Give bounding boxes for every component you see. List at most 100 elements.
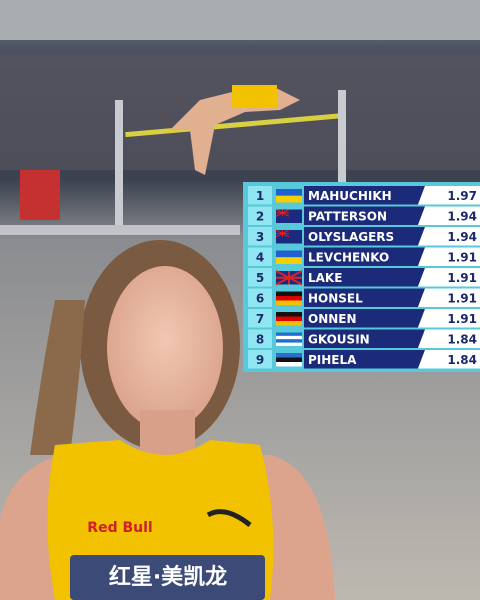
mark-box (418, 309, 480, 328)
athlete-name: HONSEL (308, 291, 363, 305)
mark: 1.97 (447, 189, 477, 203)
mark: 1.91 (447, 271, 477, 285)
flag (276, 353, 302, 358)
flag (275, 229, 290, 238)
flag (276, 296, 302, 301)
flag (276, 339, 302, 343)
rank-box (248, 350, 272, 369)
rank: 8 (256, 332, 264, 346)
rank-box (248, 186, 272, 205)
neck (140, 410, 195, 460)
athlete-name: MAHUCHIKH (308, 189, 392, 203)
flag (276, 250, 302, 258)
flag (276, 321, 302, 326)
scoreboard-row: 2 PATTERSON 1.94 (248, 206, 480, 225)
mark-box (418, 268, 480, 287)
jumper (170, 85, 300, 175)
mark: 1.94 (447, 230, 477, 244)
rank-box (248, 309, 272, 328)
flag (276, 335, 302, 340)
mark: 1.91 (447, 291, 477, 305)
athlete-name: GKOUSIN (308, 332, 370, 346)
scoreboard-row: 7 ONNEN 1.91 (248, 309, 480, 328)
flag (275, 209, 290, 217)
mark: 1.94 (447, 209, 477, 223)
flag (276, 300, 302, 305)
high-jump-bar (125, 113, 340, 138)
mark-box (418, 227, 480, 246)
athlete-name: PIHELA (308, 353, 357, 367)
upright (115, 100, 123, 225)
flag (276, 342, 302, 346)
rank: 4 (256, 250, 264, 264)
mark-box (418, 206, 480, 225)
name-box (304, 247, 425, 266)
mark-box (418, 186, 480, 205)
athlete-name: LAKE (308, 271, 342, 285)
rank-box (248, 329, 272, 348)
mark-box (418, 247, 480, 266)
mark-box (418, 329, 480, 348)
name-box (304, 186, 425, 205)
sponsor-logo: Red Bull (87, 520, 152, 536)
rank: 2 (256, 209, 264, 223)
rank: 7 (256, 312, 264, 326)
scoreboard-row: 1 MAHUCHIKH 1.97 (248, 186, 480, 205)
flag (276, 357, 302, 362)
rank: 6 (256, 291, 264, 305)
athlete-name: ONNEN (308, 312, 357, 326)
mark: 1.84 (447, 353, 477, 367)
flag (276, 312, 302, 317)
flag (276, 332, 302, 336)
bib (70, 555, 265, 600)
face (107, 266, 223, 430)
name-box (304, 288, 425, 307)
name-box (304, 206, 425, 225)
mark: 1.84 (447, 332, 477, 346)
rank: 9 (256, 353, 264, 367)
scoreboard-row: 4 LEVCHENKO 1.91 (248, 247, 480, 266)
flag (276, 291, 302, 296)
rank: 1 (256, 189, 264, 203)
rank-box (248, 206, 272, 225)
athlete-name: PATTERSON (308, 209, 387, 223)
brand-logo (206, 509, 252, 527)
name-box (304, 227, 425, 246)
rank-box (248, 227, 272, 246)
rank-box (248, 247, 272, 266)
upright (338, 90, 346, 220)
scoreboard-row: 5 LAKE 1.91 (248, 268, 480, 287)
rank: 5 (256, 271, 264, 285)
scoreboard-row: 6 HONSEL 1.91 (248, 288, 480, 307)
mark-box (418, 350, 480, 369)
barrier (0, 225, 240, 235)
mark-box (418, 288, 480, 307)
flag (276, 257, 302, 264)
athlete-name: LEVCHENKO (308, 250, 389, 264)
scoreboard: 1 MAHUCHIKH 1.97 2 PATTERSON 1.94 3 OLYSLAGERS 1… (243, 182, 480, 372)
name-box (304, 329, 425, 348)
flag (276, 316, 302, 321)
flag (276, 362, 302, 367)
scoreboard-row: 9 PIHELA 1.84 (248, 350, 480, 369)
scoreboard-row: 3 OLYSLAGERS 1.94 (248, 227, 480, 246)
name-box (304, 309, 425, 328)
jumper-kit (232, 85, 277, 107)
scoreboard-row: 8 GKOUSIN 1.84 (248, 329, 480, 348)
mark: 1.91 (447, 312, 477, 326)
name-box (304, 268, 425, 287)
mark: 1.91 (447, 250, 477, 264)
official (20, 170, 60, 220)
stadium-roof (0, 0, 480, 40)
name-box (304, 350, 425, 369)
flag (275, 270, 303, 286)
bib-text: 红星·美凯龙 (109, 564, 227, 590)
athlete-name: OLYSLAGERS (308, 230, 394, 244)
rank: 3 (256, 230, 264, 244)
ponytail (30, 300, 85, 455)
rank-box (248, 288, 272, 307)
flag (276, 195, 302, 203)
rank-box (248, 268, 272, 287)
flag (276, 189, 302, 196)
